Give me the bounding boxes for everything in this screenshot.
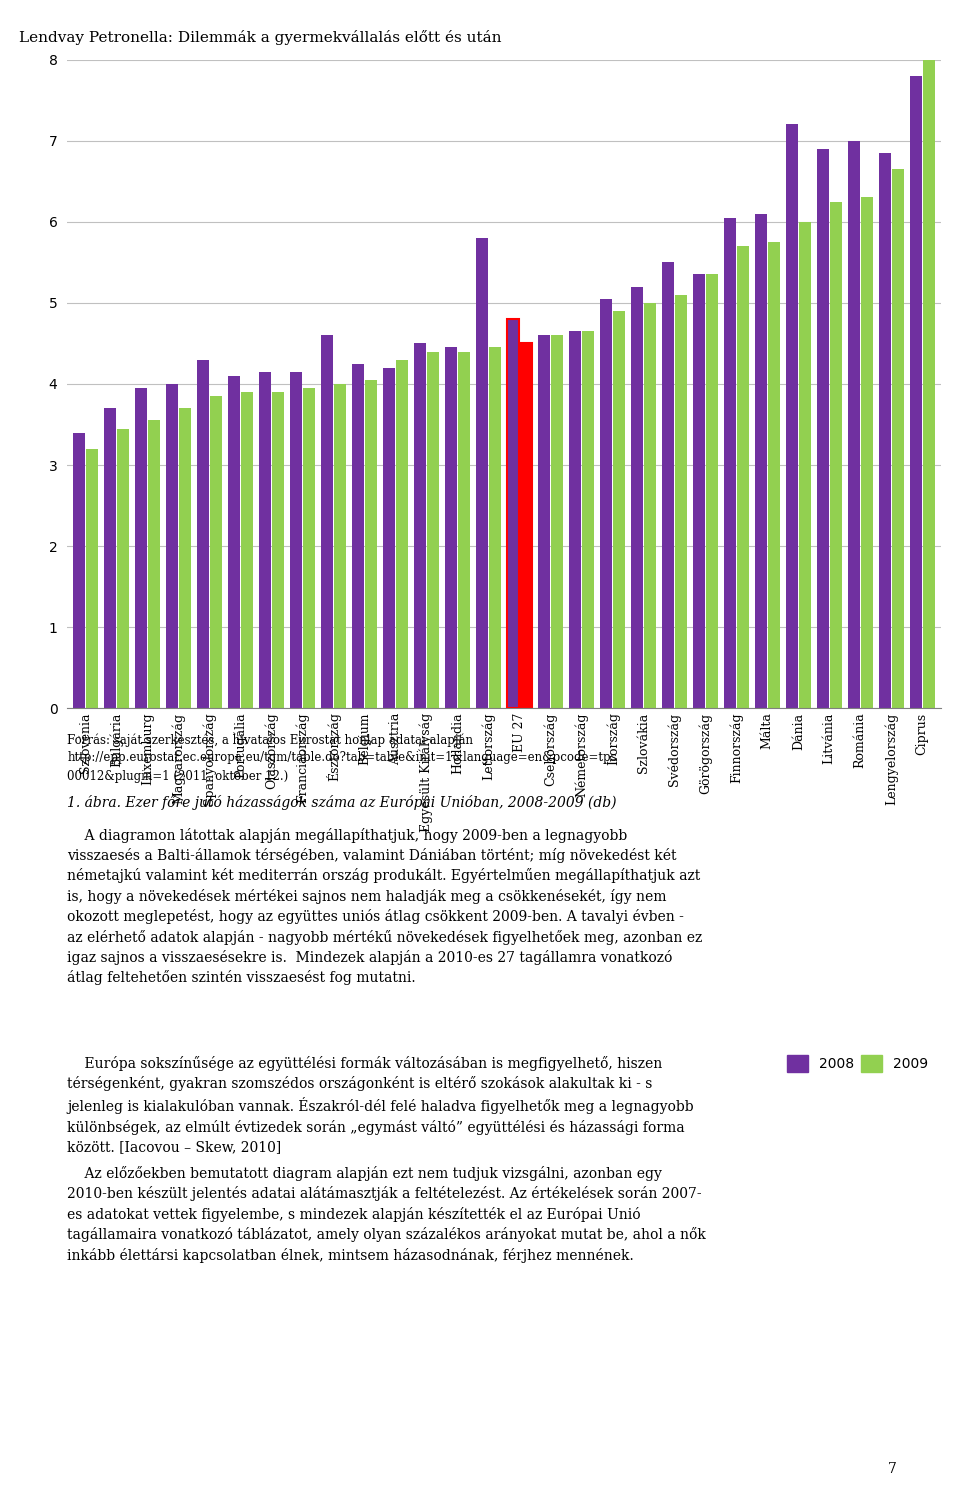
Bar: [427, 352, 439, 708]
Bar: [259, 371, 271, 708]
Bar: [799, 222, 810, 708]
Bar: [600, 298, 612, 708]
Bar: [117, 428, 130, 708]
Text: 7: 7: [888, 1463, 898, 1476]
Bar: [86, 449, 98, 708]
Bar: [290, 371, 302, 708]
Bar: [582, 331, 594, 708]
Bar: [538, 335, 550, 708]
Bar: [445, 347, 457, 708]
Bar: [848, 140, 859, 708]
Bar: [693, 274, 705, 708]
Bar: [507, 319, 518, 708]
Bar: [675, 295, 686, 708]
Bar: [706, 274, 718, 708]
Bar: [322, 335, 333, 708]
Bar: [352, 364, 364, 708]
Bar: [135, 388, 147, 708]
Bar: [923, 60, 935, 708]
Bar: [149, 420, 160, 708]
Bar: [365, 380, 377, 708]
Bar: [520, 343, 532, 708]
Bar: [490, 347, 501, 708]
Bar: [662, 262, 674, 708]
Bar: [334, 385, 346, 708]
Bar: [166, 385, 179, 708]
Text: Európa sokszínűsége az együttélési formák változásában is megfigyelhető, hiszen
: Európa sokszínűsége az együttélési formá…: [67, 1056, 694, 1154]
Text: http://epp.eurostat.ec.europa.eu/tgm/table.do?tab=table&init=1&language=en&pcode: http://epp.eurostat.ec.europa.eu/tgm/tab…: [67, 751, 617, 765]
Bar: [383, 368, 395, 708]
Bar: [414, 343, 426, 708]
Text: Lendvay Petronella: Dilemmák a gyermekvállalás előtt és után: Lendvay Petronella: Dilemmák a gyermekvá…: [19, 30, 502, 45]
Bar: [644, 303, 656, 708]
Bar: [198, 359, 209, 708]
Bar: [910, 76, 922, 708]
Bar: [786, 125, 798, 708]
Legend: 2008, 2009: 2008, 2009: [781, 1050, 934, 1078]
Bar: [458, 352, 470, 708]
Bar: [241, 392, 253, 708]
Bar: [476, 239, 488, 708]
Bar: [210, 397, 222, 708]
Bar: [303, 388, 315, 708]
Bar: [228, 376, 240, 708]
Bar: [180, 409, 191, 708]
Bar: [755, 213, 767, 708]
Text: 00012&plugin=1 (2011. október 12.): 00012&plugin=1 (2011. október 12.): [67, 769, 288, 783]
Bar: [737, 246, 749, 708]
Text: A diagramon látottak alapján megállapíthatjuk, hogy 2009-ben a legnagyobb
vissza: A diagramon látottak alapján megállapíth…: [67, 828, 703, 986]
Bar: [569, 331, 581, 708]
Bar: [861, 197, 873, 708]
Bar: [73, 432, 85, 708]
Bar: [273, 392, 284, 708]
Bar: [396, 359, 408, 708]
Text: Forrás: saját szerkesztés, a hivatalos Eurostat honlap adatai alapján: Forrás: saját szerkesztés, a hivatalos E…: [67, 734, 473, 747]
Bar: [878, 154, 891, 708]
Bar: [829, 201, 842, 708]
Bar: [551, 335, 563, 708]
Bar: [613, 312, 625, 708]
Text: Az előzőekben bemutatott diagram alapján ezt nem tudjuk vizsgálni, azonban egy
2: Az előzőekben bemutatott diagram alapján…: [67, 1166, 706, 1263]
Bar: [105, 409, 116, 708]
Bar: [768, 242, 780, 708]
Bar: [817, 149, 828, 708]
Bar: [892, 168, 903, 708]
Bar: [507, 319, 518, 708]
Bar: [724, 218, 735, 708]
Bar: [631, 286, 643, 708]
Text: 1. ábra. Ezer főre jutó házasságok száma az Európai Unióban, 2008-2009 (db): 1. ábra. Ezer főre jutó házasságok száma…: [67, 795, 616, 810]
